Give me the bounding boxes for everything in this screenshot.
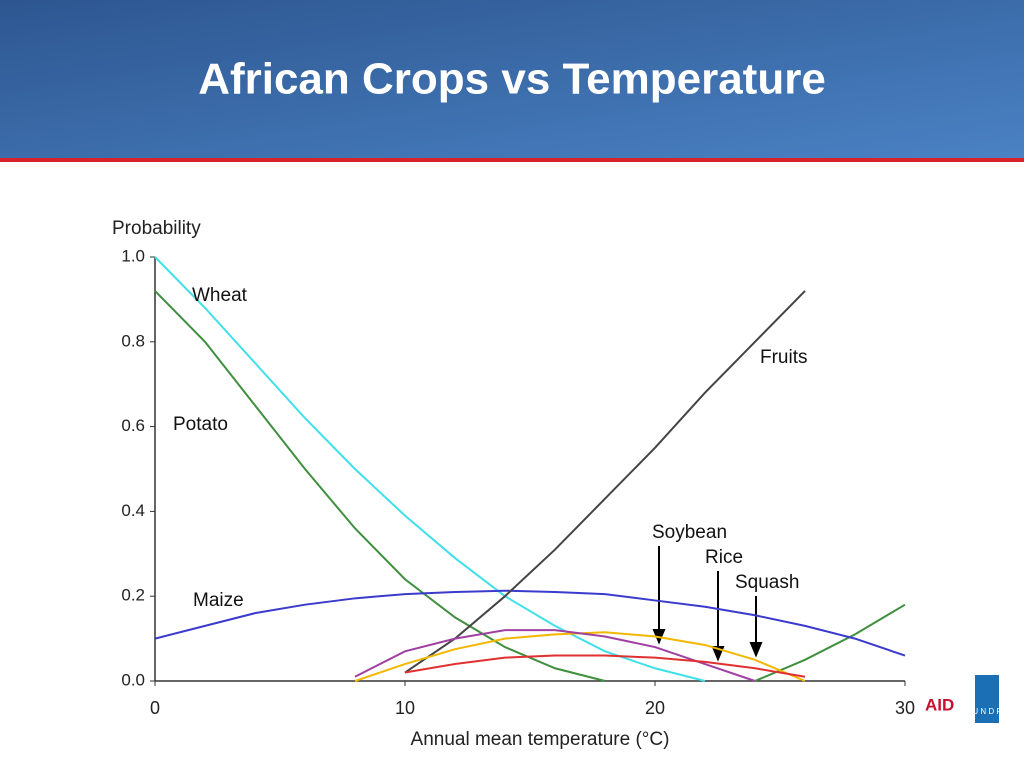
series-label: Soybean [652, 522, 727, 543]
series-line [154, 589, 906, 657]
series-line [154, 256, 706, 682]
slide-title: African Crops vs Temperature [198, 55, 826, 104]
series-line [404, 654, 806, 678]
y-tick-label: 0.4 [121, 501, 145, 520]
series-label: Potato [173, 414, 228, 435]
series-line [354, 629, 756, 682]
y-tick-label: 1.0 [121, 246, 145, 265]
header-rule [0, 158, 1024, 162]
usaid-logo: AID [925, 695, 954, 714]
series-label: Maize [193, 590, 244, 611]
series-label: Rice [705, 547, 743, 568]
series-label: Squash [735, 572, 799, 593]
x-axis-label: Annual mean temperature (°C) [411, 729, 670, 750]
x-tick-label: 0 [150, 698, 160, 718]
y-tick-label: 0.8 [121, 331, 145, 350]
undp-logo-box [975, 675, 999, 723]
series-label: Fruits [760, 347, 808, 368]
undp-logo: U N D P [972, 707, 1001, 716]
y-tick-label: 0.2 [121, 586, 145, 605]
x-tick-label: 10 [395, 698, 415, 718]
arrow-head [749, 642, 763, 658]
series-line [404, 290, 806, 674]
y-axis-label: Probability [112, 218, 201, 239]
x-tick-label: 30 [895, 698, 915, 718]
y-tick-label: 0.6 [121, 416, 145, 435]
x-tick-label: 20 [645, 698, 665, 718]
header-bar [0, 0, 1024, 158]
series-label: Wheat [192, 285, 248, 306]
y-tick-label: 0.0 [121, 670, 145, 689]
